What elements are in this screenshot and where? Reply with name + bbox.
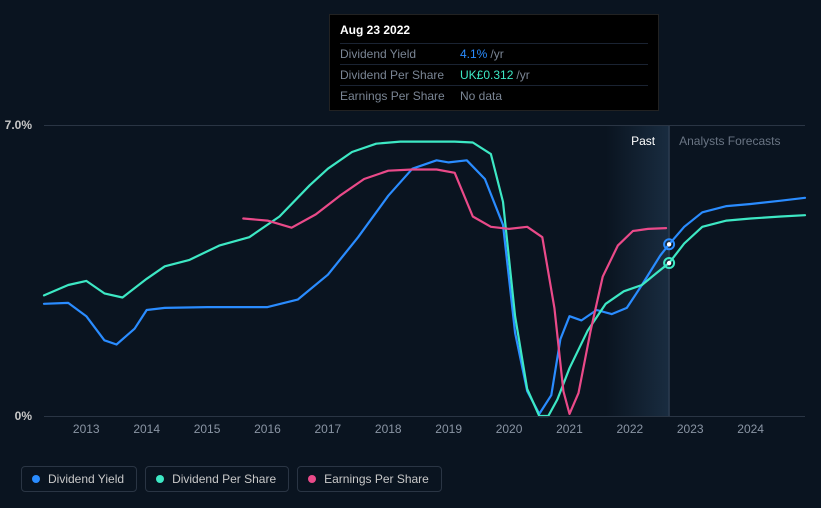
tooltip-row: Earnings Per ShareNo data — [340, 85, 648, 106]
tooltip-metric-label: Dividend Per Share — [340, 68, 460, 82]
legend-item[interactable]: Dividend Yield — [21, 466, 137, 492]
x-axis-tick: 2018 — [375, 422, 402, 436]
legend-label: Dividend Yield — [48, 472, 124, 486]
series-line — [44, 142, 805, 416]
series-marker-core — [667, 242, 671, 246]
series-marker-core — [667, 261, 671, 265]
series-line — [44, 160, 805, 414]
x-axis-tick: 2023 — [677, 422, 704, 436]
legend-label: Earnings Per Share — [324, 472, 429, 486]
tooltip-metric-unit: /yr — [516, 68, 529, 82]
tooltip-metric-value: 4.1% — [460, 47, 487, 61]
x-axis-tick: 2022 — [616, 422, 643, 436]
x-axis-tick: 2024 — [737, 422, 764, 436]
x-axis: 2013 2014 2015 2016 2017 2018 2019 2020 2021 2022… — [22, 422, 805, 442]
y-axis-label: 7.0% — [5, 118, 32, 132]
legend-dot-icon — [156, 475, 164, 483]
hover-tooltip: Aug 23 2022 Dividend Yield4.1%/yrDividen… — [329, 14, 659, 111]
tooltip-metric-label: Earnings Per Share — [340, 89, 460, 103]
gridline — [44, 416, 805, 417]
chart-legend: Dividend Yield Dividend Per Share Earnings… — [21, 466, 442, 492]
x-axis-tick: 2019 — [435, 422, 462, 436]
gridline — [44, 125, 805, 126]
tooltip-metric-value: UK£0.312 — [460, 68, 513, 82]
y-axis-label: 0% — [15, 409, 32, 423]
legend-item[interactable]: Earnings Per Share — [297, 466, 442, 492]
x-axis-tick: 2017 — [315, 422, 342, 436]
x-axis-tick: 2016 — [254, 422, 281, 436]
tooltip-date: Aug 23 2022 — [340, 23, 648, 37]
tooltip-row: Dividend Per ShareUK£0.312/yr — [340, 64, 648, 85]
x-axis-tick: 2021 — [556, 422, 583, 436]
tooltip-metric-value: No data — [460, 89, 502, 103]
tooltip-metric-label: Dividend Yield — [340, 47, 460, 61]
legend-dot-icon — [308, 475, 316, 483]
x-axis-tick: 2020 — [496, 422, 523, 436]
tooltip-metric-unit: /yr — [490, 47, 503, 61]
x-axis-tick: 2014 — [133, 422, 160, 436]
chart-lines — [22, 114, 805, 416]
legend-label: Dividend Per Share — [172, 472, 276, 486]
x-axis-tick: 2015 — [194, 422, 221, 436]
tooltip-row: Dividend Yield4.1%/yr — [340, 43, 648, 64]
dividend-chart[interactable]: Past Analysts Forecasts 7.0%0% — [22, 114, 805, 416]
legend-item[interactable]: Dividend Per Share — [145, 466, 289, 492]
legend-dot-icon — [32, 475, 40, 483]
x-axis-tick: 2013 — [73, 422, 100, 436]
